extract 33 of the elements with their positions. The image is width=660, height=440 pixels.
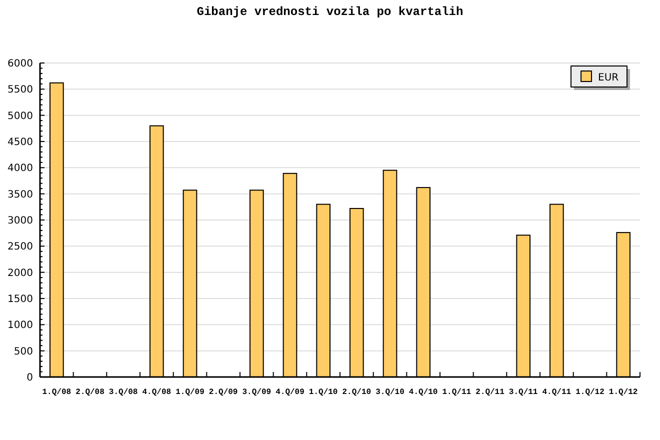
x-tick-label: 3.Q/08 — [108, 388, 138, 397]
y-tick-label: 5000 — [8, 110, 33, 122]
x-tick-label: 4.Q/08 — [142, 388, 172, 397]
x-tick-label: 2.Q/11 — [476, 388, 505, 397]
x-tick-label: 2.Q/08 — [76, 388, 105, 397]
y-tick-label: 4500 — [8, 137, 33, 148]
x-tick-label: 4.Q/10 — [408, 388, 438, 397]
y-tick-label: 1000 — [8, 320, 33, 332]
y-tick-label: 6000 — [8, 58, 33, 70]
chart-title: Gibanje vrednosti vozila po kvartalih — [196, 5, 464, 19]
y-tick-label: 1500 — [8, 294, 33, 305]
x-tick-label: 3.Q/09 — [242, 388, 272, 397]
x-tick-label: 4.Q/09 — [276, 388, 305, 397]
x-tick-label: 1.Q/11 — [442, 388, 472, 397]
y-tick-label: 2500 — [8, 242, 33, 253]
x-tick-label: 1.Q/08 — [42, 388, 72, 397]
y-tick-label: 3000 — [8, 216, 33, 226]
x-tick-label: 2.Q/10 — [342, 388, 372, 397]
x-tick-label: 2.Q/09 — [208, 388, 238, 397]
y-tick-label: 500 — [14, 346, 33, 358]
y-tick-label: 5500 — [8, 84, 33, 96]
legend-label: EUR — [598, 72, 619, 84]
x-tick-label: 1.Q/10 — [308, 388, 338, 397]
x-tick-label: 1.Q/12 — [608, 388, 638, 397]
y-tick-label: 0 — [26, 372, 33, 384]
y-tick-label: 2000 — [8, 268, 33, 279]
x-tick-label: 3.Q/11 — [508, 388, 538, 397]
x-tick-label: 1.Q/09 — [176, 388, 205, 397]
x-tick-label: 3.Q/10 — [376, 388, 405, 397]
x-tick-label: 4.Q/11 — [542, 388, 572, 397]
x-tick-label: 1.Q/12 — [576, 388, 605, 397]
y-tick-label: 3500 — [8, 189, 33, 200]
y-tick-label: 4000 — [8, 163, 33, 174]
